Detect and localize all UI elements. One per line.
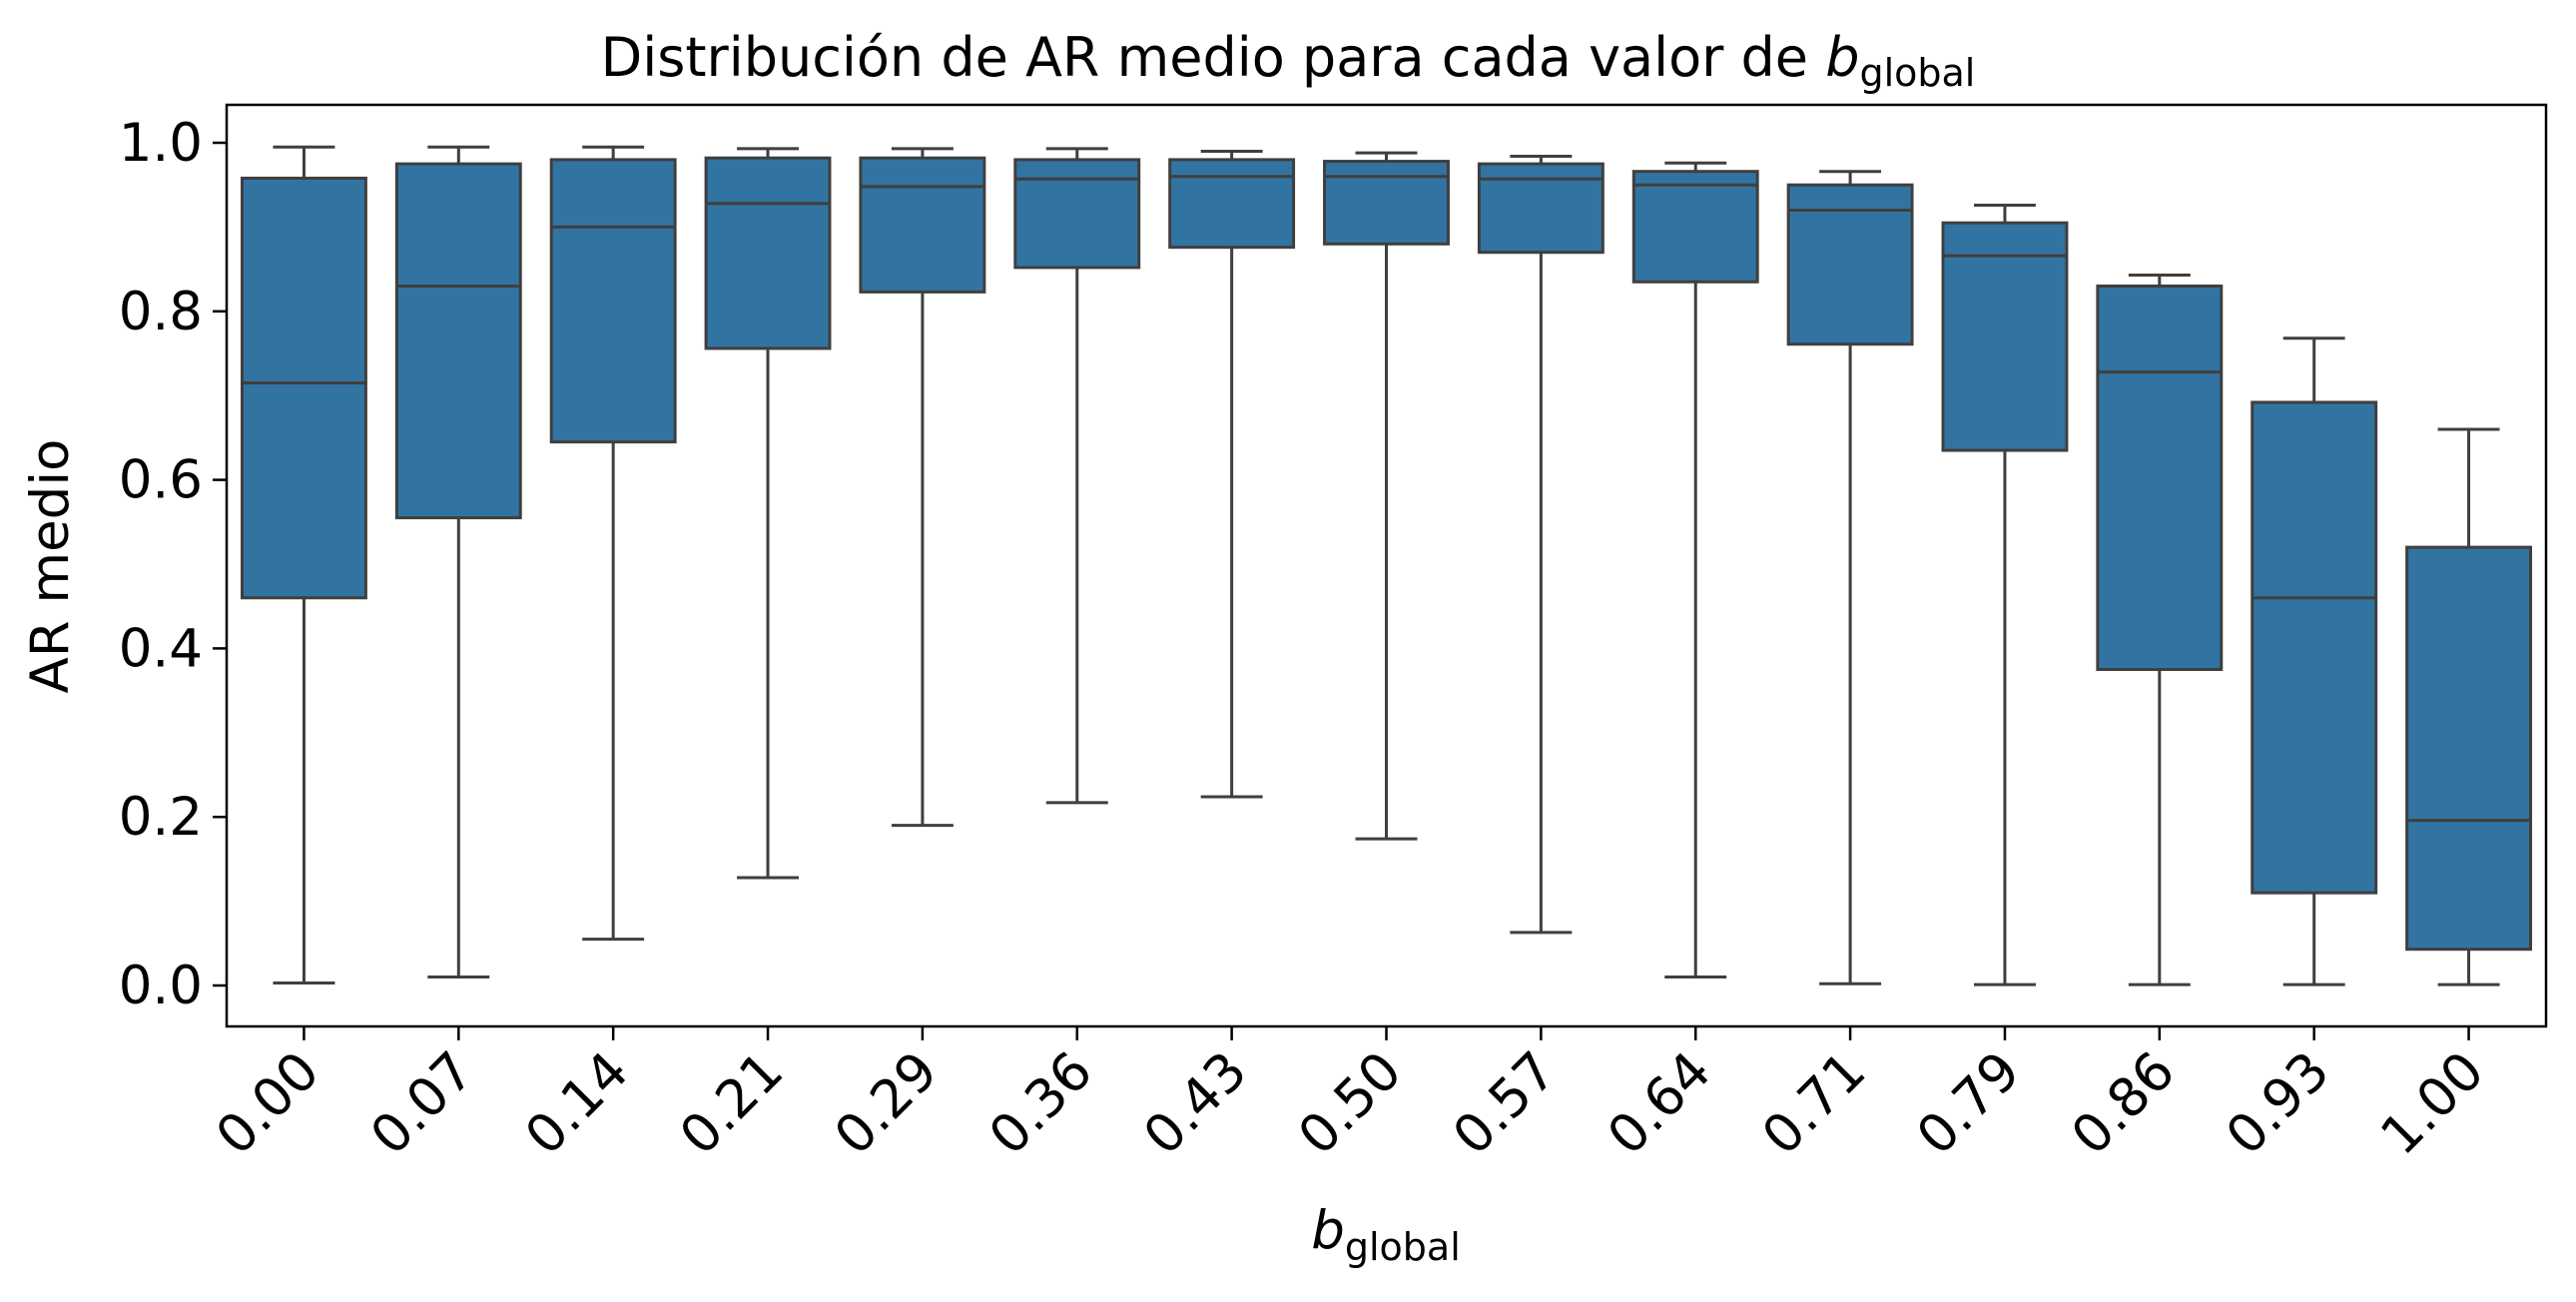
box-0.57	[1477, 155, 1605, 935]
x-axis-label: bglobal	[1311, 1200, 1461, 1269]
y-tick-label: 0.0	[119, 956, 203, 1016]
box-body	[1631, 170, 1759, 284]
box-body	[1168, 158, 1296, 250]
y-tick-label: 0.8	[119, 282, 203, 342]
chart-title-subscript: global	[1859, 51, 1975, 95]
chart-title: Distribución de AR medio para cada valor…	[601, 26, 1976, 95]
box-body	[240, 176, 367, 600]
box-0.86	[2096, 274, 2224, 986]
box-0.43	[1168, 149, 1296, 799]
box-body	[2251, 400, 2378, 895]
box-body	[704, 156, 832, 350]
box-0.71	[1786, 170, 1914, 985]
y-axis-label: AR medio	[20, 439, 81, 694]
y-tick-label: 1.0	[119, 113, 203, 174]
y-tick-label: 0.6	[119, 450, 203, 511]
box-0.36	[1013, 147, 1141, 805]
x-axis-label-subscript: global	[1345, 1225, 1461, 1269]
box-body	[2405, 545, 2533, 952]
chart-title-prefix: Distribución de AR medio para cada valor…	[601, 26, 1826, 89]
box-body	[1477, 162, 1605, 255]
y-tick-label: 0.4	[119, 618, 203, 679]
box-0.07	[394, 145, 522, 979]
chart-title-variable: b	[1825, 26, 1859, 89]
x-axis-label-variable: b	[1311, 1200, 1345, 1261]
box-0.29	[859, 147, 986, 828]
box-body	[1013, 158, 1141, 270]
box-body	[394, 162, 522, 520]
box-0.50	[1323, 151, 1450, 841]
box-body	[549, 158, 677, 444]
box-0.14	[549, 145, 677, 942]
box-body	[2096, 284, 2224, 671]
box-body	[1941, 221, 2069, 452]
box-0.64	[1631, 161, 1759, 979]
box-body	[859, 156, 986, 294]
box-body	[1323, 160, 1450, 246]
box-0.79	[1941, 203, 2069, 986]
box-0.00	[240, 145, 367, 984]
y-tick-label: 0.2	[119, 787, 203, 848]
box-1.00	[2405, 427, 2533, 986]
box-0.93	[2251, 336, 2378, 986]
box-0.21	[704, 147, 832, 880]
